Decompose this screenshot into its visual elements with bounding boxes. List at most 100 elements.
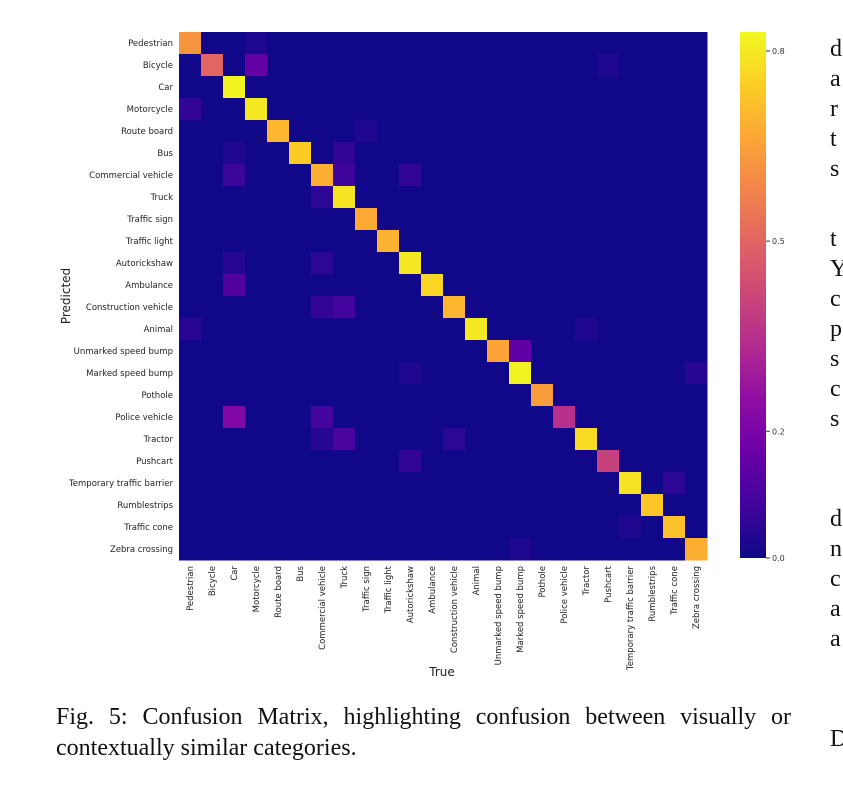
heatmap-cell [487,516,510,539]
heatmap-cell [531,230,554,253]
heatmap-cell [619,98,642,121]
heatmap-cell [421,450,444,473]
heatmap-cell [399,274,422,297]
heatmap-cell [399,362,422,385]
heatmap-cell [179,384,202,407]
heatmap-cell [575,318,598,341]
heatmap-cell [465,230,488,253]
heatmap-cell [201,340,224,363]
heatmap-cell [223,230,246,253]
heatmap-cell [179,296,202,319]
heatmap-cell [575,186,598,209]
heatmap-cell [597,450,620,473]
heatmap-cell [553,428,576,451]
heatmap-cell [201,538,224,561]
heatmap-cell [575,384,598,407]
heatmap-cell [465,274,488,297]
heatmap-cell [223,32,246,55]
heatmap-cell [575,142,598,165]
heatmap-cell [575,340,598,363]
heatmap-cell [553,76,576,99]
heatmap-cell [333,164,356,187]
right-column-fragment: r [830,96,838,122]
heatmap-cell [201,274,224,297]
heatmap-cell [377,164,400,187]
heatmap-cell [421,318,444,341]
heatmap-cell [619,362,642,385]
heatmap-cell [421,120,444,143]
heatmap-cell [487,362,510,385]
heatmap-cell [399,296,422,319]
heatmap-cell [311,120,334,143]
heatmap-cell [597,208,620,231]
heatmap-cell [465,186,488,209]
heatmap-cell [245,186,268,209]
heatmap-cell [333,428,356,451]
heatmap-cell [531,362,554,385]
heatmap-cell [641,362,664,385]
x-tick-label: Traffic sign [362,566,372,613]
heatmap-cell [531,538,554,561]
heatmap-cell [179,54,202,77]
heatmap-cell [443,164,466,187]
heatmap-cell [201,208,224,231]
heatmap-cell [267,274,290,297]
x-tick-label: Truck [340,566,350,589]
heatmap-cell [531,274,554,297]
heatmap-cell [289,142,312,165]
heatmap-cell [641,472,664,495]
heatmap-cell [223,252,246,275]
heatmap-cell [597,406,620,429]
heatmap-cell [245,516,268,539]
heatmap-cell [267,472,290,495]
heatmap-cell [333,538,356,561]
heatmap-cell [575,164,598,187]
heatmap-cell [487,230,510,253]
heatmap-cell [267,494,290,517]
heatmap-cell [597,538,620,561]
heatmap-cell [509,164,532,187]
heatmap-cell [509,318,532,341]
heatmap-cell [245,296,268,319]
heatmap-cell [421,428,444,451]
x-tick-label: Temporary traffic barrier [626,566,636,671]
heatmap-cell [575,362,598,385]
heatmap-cell [399,252,422,275]
heatmap-cell [377,538,400,561]
heatmap-cell [289,98,312,121]
y-tick-label: Tractor [143,435,174,445]
colorbar-tick-label: 0.2 [772,427,785,436]
heatmap-cell [289,472,312,495]
heatmap-cell [223,428,246,451]
heatmap-cell [179,230,202,253]
heatmap-cell [619,186,642,209]
heatmap-cell [355,76,378,99]
heatmap-cell [575,252,598,275]
right-column-fragment: p [830,316,842,342]
heatmap-cell [333,208,356,231]
heatmap-cell [289,362,312,385]
heatmap-cell [245,384,268,407]
heatmap-cell [443,428,466,451]
heatmap-cell [223,76,246,99]
heatmap-cell [641,406,664,429]
heatmap-cell [465,54,488,77]
heatmap-cell [267,76,290,99]
heatmap-cell [355,318,378,341]
heatmap-cell [421,384,444,407]
heatmap-cell [663,406,686,429]
heatmap-cell [245,406,268,429]
heatmap-cell [377,32,400,55]
heatmap-cell [311,54,334,77]
y-tick-label: Motorcycle [127,105,173,115]
heatmap-cell [553,230,576,253]
heatmap-cell [355,516,378,539]
heatmap-cell [465,494,488,517]
heatmap-cell [553,538,576,561]
heatmap-cell [553,164,576,187]
heatmap-cell [553,32,576,55]
right-column-fragment: a [830,596,841,622]
y-tick-label: Traffic sign [126,215,173,225]
heatmap-cell [487,296,510,319]
heatmap-cell [399,230,422,253]
